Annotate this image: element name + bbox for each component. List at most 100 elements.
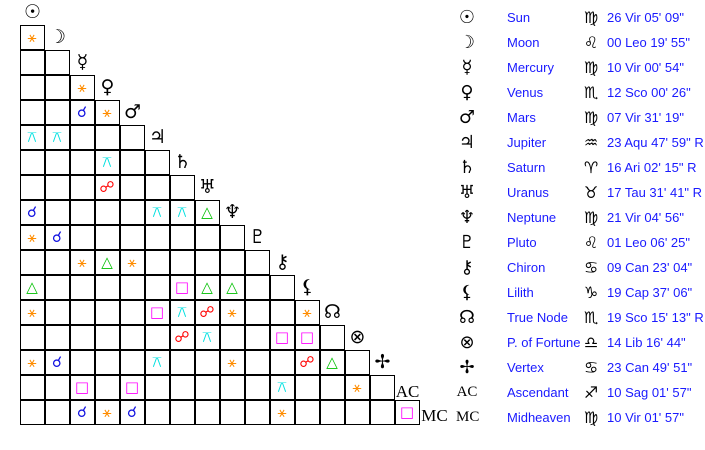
pluto-icon: ♇ — [248, 226, 267, 248]
body-position[interactable]: 07 Vir 31' 19" — [607, 110, 684, 125]
aquarius-icon: ♒ — [583, 133, 599, 152]
aspect-cell — [244, 399, 270, 425]
body-position[interactable]: 21 Vir 04' 56" — [607, 210, 684, 225]
opposition-icon: ☍ — [199, 302, 215, 321]
body-name[interactable]: Midheaven — [507, 410, 571, 425]
body-name[interactable]: Saturn — [507, 160, 546, 175]
body-position[interactable]: 00 Leo 19' 55" — [607, 35, 691, 50]
aspect-cell: ☍ — [194, 299, 220, 325]
body-name[interactable]: Vertex — [507, 360, 544, 375]
opposition-icon: ☍ — [99, 177, 115, 196]
aspect-cell: ☌ — [44, 349, 70, 375]
body-name[interactable]: Pluto — [507, 235, 537, 250]
virgo-icon: ♍ — [583, 58, 599, 77]
body-position[interactable]: 19 Cap 37' 06" — [607, 285, 693, 300]
aspect-cell: ⚹ — [69, 74, 95, 100]
aspect-cell — [119, 199, 145, 225]
aspect-cell — [144, 274, 170, 300]
body-position[interactable]: 09 Can 23' 04" — [607, 260, 693, 275]
aspect-cell — [69, 124, 95, 150]
aspect-cell — [194, 224, 220, 250]
aspect-cell — [294, 399, 320, 425]
aspect-cell — [244, 349, 270, 375]
body-position[interactable]: 14 Lib 16' 44" — [607, 335, 686, 350]
conjunction-icon: ☌ — [126, 402, 138, 421]
body-name[interactable]: Jupiter — [507, 135, 547, 150]
aspect-cell — [219, 399, 245, 425]
aspect-cell: ⚻ — [94, 149, 120, 175]
opposition-icon: ☍ — [174, 327, 190, 346]
aspect-cell — [44, 324, 70, 350]
sextile-icon: ⚹ — [352, 377, 362, 396]
body-position[interactable]: 26 Vir 05' 09" — [607, 10, 684, 25]
body-name[interactable]: P. of Fortune — [507, 335, 581, 350]
aspect-cell — [344, 399, 370, 425]
ascendant-icon: AC — [456, 384, 478, 400]
aspect-cell — [69, 299, 95, 325]
body-position[interactable]: 10 Vir 00' 54" — [607, 60, 684, 75]
body-name[interactable]: Mars — [507, 110, 536, 125]
sextile-icon: ⚹ — [27, 227, 37, 246]
moon-icon: ☽ — [48, 26, 67, 48]
aspect-cell — [19, 74, 45, 100]
aspect-cell — [369, 374, 395, 400]
aspect-cell — [94, 199, 120, 225]
body-name[interactable]: Chiron — [507, 260, 546, 275]
sextile-icon: ⚹ — [27, 302, 37, 321]
mercury-icon: ☿ — [461, 57, 473, 78]
aspect-cell — [44, 149, 70, 175]
body-name[interactable]: Uranus — [507, 185, 549, 200]
body-position[interactable]: 16 Ari 02' 15" R — [607, 160, 697, 175]
body-name[interactable]: Venus — [507, 85, 544, 100]
body-position[interactable]: 19 Sco 15' 13" R — [607, 310, 704, 325]
aspect-cell: △ — [194, 274, 220, 300]
body-name[interactable]: Moon — [507, 35, 540, 50]
body-name[interactable]: True Node — [507, 310, 568, 325]
body-position[interactable]: 10 Sag 01' 57" — [607, 385, 692, 400]
aspect-cell: △ — [94, 249, 120, 275]
aspect-cell — [44, 274, 70, 300]
saturn-icon: ♄ — [173, 151, 192, 173]
quincunx-icon: ⚻ — [27, 127, 37, 146]
aspect-cell — [94, 299, 120, 325]
square-icon: □ — [74, 377, 90, 396]
jupiter-icon: ♃ — [458, 132, 476, 153]
aspect-cell — [44, 374, 70, 400]
aspect-cell: ☌ — [19, 199, 45, 225]
aspect-cell — [319, 324, 345, 350]
body-position[interactable]: 12 Sco 00' 26" — [607, 85, 691, 100]
part-of-fortune-icon: ⊗ — [349, 326, 366, 348]
aspect-cell — [194, 374, 220, 400]
aspect-cell: ⚹ — [94, 99, 120, 125]
body-name[interactable]: Lilith — [507, 285, 534, 300]
aspect-cell: ⚻ — [269, 374, 295, 400]
body-name[interactable]: Sun — [507, 10, 531, 25]
aspect-cell: ⚹ — [19, 224, 45, 250]
aspect-cell: △ — [219, 274, 245, 300]
aspect-cell: △ — [319, 349, 345, 375]
body-name[interactable]: Mercury — [507, 60, 554, 75]
aspect-cell — [144, 399, 170, 425]
body-position[interactable]: 10 Vir 01' 57" — [607, 410, 684, 425]
aspect-cell: ☌ — [119, 399, 145, 425]
body-position[interactable]: 23 Aqu 47' 59" R — [607, 135, 704, 150]
virgo-icon: ♍ — [583, 8, 599, 27]
lilith-icon: ⚸ — [300, 276, 315, 298]
aspect-cell: ⚹ — [219, 349, 245, 375]
body-position[interactable]: 01 Leo 06' 25" — [607, 235, 691, 250]
body-position[interactable]: 23 Can 49' 51" — [607, 360, 693, 375]
aspect-cell: ⚹ — [344, 374, 370, 400]
aspect-cell — [19, 324, 45, 350]
aspect-cell — [169, 249, 195, 275]
body-name[interactable]: Ascendant — [507, 385, 569, 400]
square-icon: □ — [124, 377, 140, 396]
aspect-cell — [44, 74, 70, 100]
venus-icon: ♀ — [460, 82, 474, 103]
lilith-icon: ⚸ — [460, 282, 474, 303]
body-name[interactable]: Neptune — [507, 210, 557, 225]
square-icon: □ — [299, 327, 315, 346]
aspect-cell — [144, 324, 170, 350]
aspect-cell — [69, 349, 95, 375]
body-position[interactable]: 17 Tau 31' 41" R — [607, 185, 703, 200]
aspect-cell — [269, 349, 295, 375]
